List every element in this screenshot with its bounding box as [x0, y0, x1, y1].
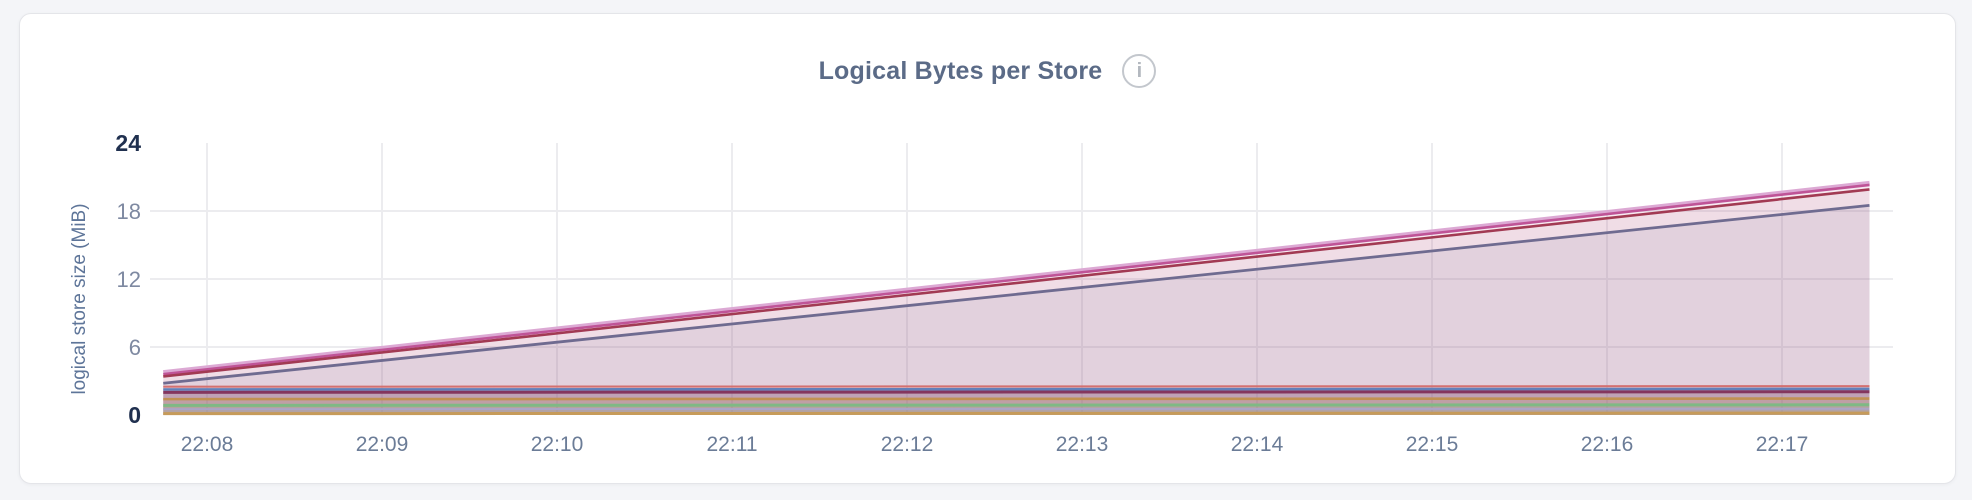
y-axis-tick-label: 6 [129, 335, 141, 360]
x-axis-tick-label: 22:14 [1231, 433, 1284, 456]
series-line-store-10-ochre [163, 411, 1870, 416]
series-line-halo-store-1-pink [163, 180, 1870, 375]
chart-header: Logical Bytes per Store i [20, 54, 1955, 88]
series-area-store-3-slate [163, 205, 1870, 415]
series-area-store-2-crimson [163, 189, 1870, 415]
series-line-store-2-crimson [163, 188, 1870, 378]
y-axis-tick-label: 18 [117, 199, 141, 224]
chart-title: Logical Bytes per Store [818, 56, 1103, 85]
y-axis-tick-label: 0 [128, 402, 141, 428]
series-line-store-6-maroon [163, 390, 1870, 394]
series-line-store-1-pink [163, 183, 1870, 376]
plot-area[interactable] [150, 143, 1893, 415]
x-axis-tick-label: 22:11 [707, 433, 758, 456]
x-axis-tick-label: 22:10 [531, 433, 584, 456]
series-area-store-1-pink [163, 184, 1870, 415]
x-axis-tick-label: 22:08 [181, 433, 234, 456]
series-line-store-3-slate [163, 203, 1870, 385]
x-axis-tick-label: 22:16 [1581, 433, 1634, 456]
y-axis-tick-label: 12 [117, 267, 141, 292]
series-line-store-8-green [163, 403, 1870, 407]
series-line-store-5-blue [163, 387, 1870, 391]
series-area-store-7-tan [163, 398, 1870, 415]
x-axis-tick-label: 22:13 [1056, 433, 1109, 456]
x-axis-tick-label: 22:12 [881, 433, 934, 456]
series-line-store-7-tan [163, 397, 1870, 401]
y-axis-tick-label: 24 [115, 130, 141, 156]
x-axis-tick-label: 22:17 [1756, 433, 1809, 456]
info-icon[interactable]: i [1122, 54, 1157, 88]
series-line-store-4-salmon [163, 385, 1870, 388]
x-axis-tick-label: 22:15 [1406, 433, 1459, 456]
x-axis-tick-label: 22:09 [356, 433, 409, 456]
